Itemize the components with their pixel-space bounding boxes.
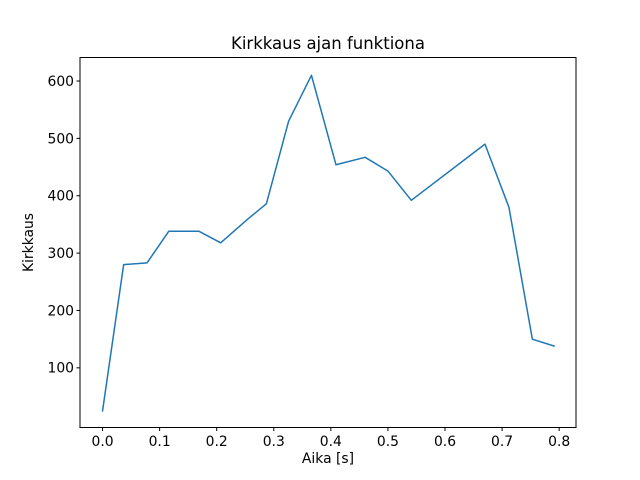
x-tick-label: 0.6 [434, 434, 456, 450]
y-axis-label: Kirkkaus [21, 213, 37, 272]
x-tick-label: 0.1 [149, 434, 171, 450]
y-tick-label: 500 [47, 131, 74, 147]
y-tick-label: 600 [47, 74, 74, 90]
x-tick-label: 0.8 [548, 434, 570, 450]
x-tick-label: 0.4 [320, 434, 342, 450]
data-line [101, 74, 555, 412]
x-tick-label: 0.7 [491, 434, 513, 450]
plot-area: 0.0 0.1 0.2 0.3 0.4 0.5 0.6 0.7 0.8 100 200 300 400 5… [47, 57, 577, 450]
plot-border [79, 57, 577, 428]
x-tick-label: 0.0 [91, 434, 113, 450]
x-tick-label: 0.5 [377, 434, 399, 450]
x-axis-label: Aika [s] [302, 451, 354, 467]
y-tick-label: 100 [47, 361, 74, 377]
y-tick-label: 300 [47, 246, 74, 262]
x-tick-label: 0.3 [263, 434, 285, 450]
chart-title: Kirkkaus ajan funktiona [231, 34, 425, 53]
x-tick-label: 0.2 [206, 434, 228, 450]
y-tick-label: 400 [47, 189, 74, 205]
y-tick-label: 200 [47, 303, 74, 319]
